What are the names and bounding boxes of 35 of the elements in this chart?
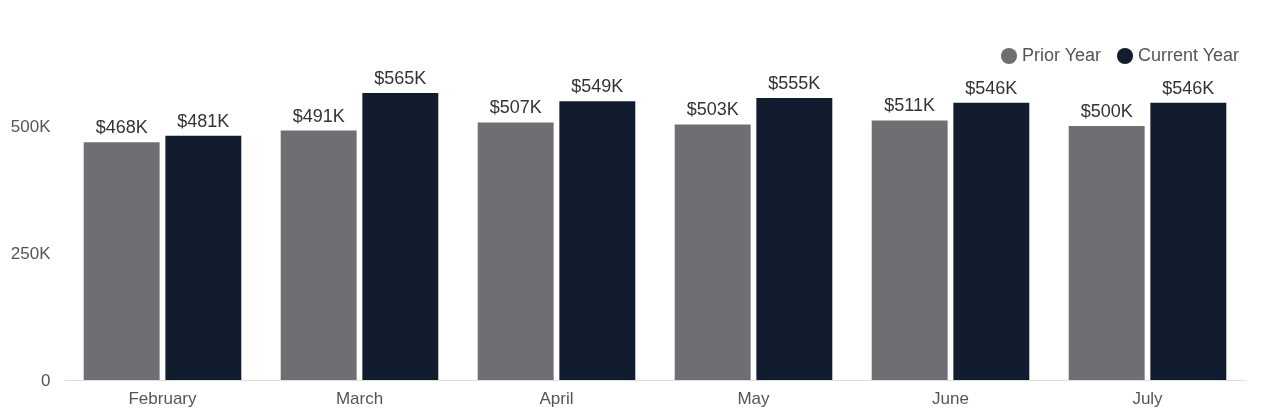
data-label: $565K <box>374 68 427 88</box>
y-tick-label: 250K <box>10 243 52 263</box>
bar <box>871 120 948 380</box>
data-label: $468K <box>95 117 148 138</box>
x-tick-label: April <box>539 388 574 408</box>
data-label: $507K <box>489 97 542 118</box>
data-label: $503K <box>686 99 739 120</box>
bar <box>756 98 833 380</box>
data-label: $491K <box>292 105 345 126</box>
bar <box>83 142 160 380</box>
bar <box>559 101 636 380</box>
x-tick-label: March <box>335 388 384 408</box>
data-label: $481K <box>177 110 230 131</box>
x-tick-label: June <box>932 388 969 408</box>
bar <box>165 135 242 380</box>
data-label: $546K <box>1162 77 1215 98</box>
x-tick-label: May <box>737 388 771 408</box>
data-label: $500K <box>1080 101 1133 122</box>
data-label: $546K <box>965 77 1018 98</box>
y-tick-label: 500K <box>10 116 52 136</box>
bar <box>362 93 439 380</box>
bar <box>1150 102 1227 380</box>
data-label: $549K <box>571 76 624 97</box>
legend-label: Current Year <box>1138 45 1240 65</box>
x-tick-label: February <box>128 388 198 408</box>
bar <box>953 102 1030 380</box>
bar <box>280 130 357 380</box>
bar <box>674 124 751 380</box>
x-tick-label: July <box>1132 388 1164 408</box>
data-label: $555K <box>768 73 821 94</box>
legend-label: Prior Year <box>1022 45 1102 65</box>
data-label: $511K <box>884 95 936 116</box>
bar <box>477 122 554 380</box>
bar <box>1068 126 1145 380</box>
y-tick-label: 0 <box>41 370 51 390</box>
